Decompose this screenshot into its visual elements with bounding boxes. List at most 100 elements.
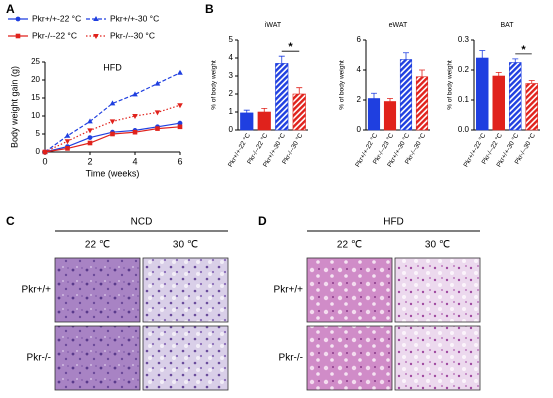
y-axis-title: % of body weight [211,60,218,110]
marker [132,129,138,135]
y-tick-label: 2 [357,95,362,104]
y-tick-label: 10 [31,111,40,120]
marker [109,119,116,125]
error-bar [528,80,535,84]
panel-label: B [205,2,214,16]
y-tick-label: 5 [36,129,41,138]
x-tick-label: 2 [87,156,92,166]
significance-label: * [521,44,526,56]
error-bar [371,92,377,99]
error-bar [387,98,393,102]
panel-label: D [258,214,267,228]
error-bar [403,52,409,60]
y-tick-label: 6 [357,35,362,44]
marker [177,124,183,130]
column-label: 30 ℃ [173,240,198,251]
bar [476,57,489,131]
bar [509,62,522,131]
legend-label: Pkr+/+-22 °C [32,13,81,23]
y-tick-label: 0.2 [458,65,470,74]
histology-image [394,257,481,323]
marker [64,132,71,138]
y-tick-label: 0 [229,125,234,134]
marker [132,114,138,119]
y-tick-label: 1 [229,107,234,116]
bar [257,111,271,131]
marker [42,150,48,155]
histology-image [306,325,393,391]
y-tick-label: 3 [229,71,234,80]
bar [415,76,429,131]
column-label: 22 ℃ [337,240,362,251]
histology-image [394,325,481,391]
marker [177,103,183,109]
row-label: Pkr+/+ [22,285,52,296]
legend-marker [15,16,21,22]
y-axis-title: % of body weight [339,60,346,110]
row-label: Pkr+/+ [274,285,304,296]
y-tick-label: 0 [36,147,41,156]
marker [154,80,161,86]
marker [87,128,93,134]
y-tick-label: 0.3 [458,35,470,44]
legend-marker [93,34,99,39]
histology-image [306,257,393,323]
bar [275,63,289,131]
error-bar [419,69,425,77]
marker [64,139,71,145]
error-bar [261,108,268,112]
marker [87,135,93,141]
marker [155,126,160,131]
histology-image [54,325,141,391]
legend-label: Pkr+/+-30 °C [110,13,159,23]
y-tick-label: 4 [357,65,362,74]
y-tick-label: 20 [31,75,40,84]
bar [367,98,381,131]
y-axis-title: Body weight gain (g) [9,66,19,148]
y-tick-label: 15 [31,93,40,102]
error-bar [495,72,502,76]
y-tick-label: 25 [31,57,40,66]
bar [525,83,538,131]
histology-image [142,257,229,323]
error-bar [479,50,486,58]
x-tick-label: 0 [42,156,47,166]
column-label: 22 ℃ [85,240,110,251]
marker [154,110,161,116]
legend-label: Pkr-/--22 °C [32,30,77,40]
chart-title: eWAT [389,22,408,29]
bar [399,59,413,131]
error-bar [243,109,250,113]
histology-image [142,325,229,391]
column-label: 30 ℃ [425,240,450,251]
y-tick-label: 4 [229,53,234,62]
y-axis-title: % of body weight [447,60,454,110]
bar [240,112,254,131]
error-bar [296,87,303,94]
marker [110,131,115,137]
significance-label: * [288,41,293,53]
marker [177,69,183,75]
row-label: Pkr-/- [279,353,303,364]
annotation: HFD [103,62,122,72]
y-tick-label: 0.1 [458,95,470,104]
panel-label: C [6,214,15,228]
x-axis-title: Time (weeks) [86,168,140,178]
marker [177,120,183,126]
histology-image [54,257,141,323]
legend-marker [93,16,99,21]
bar [492,75,505,131]
x-tick-label: 6 [177,156,182,166]
y-tick-label: 0 [357,125,362,134]
error-bar [512,58,519,63]
y-tick-label: 0.0 [458,125,470,134]
chart-title: iWAT [265,22,282,29]
panel-label: A [6,2,15,16]
marker [87,118,93,124]
marker [109,100,116,106]
legend-marker [15,33,21,39]
condition-label: NCD [131,217,153,228]
marker [87,140,93,146]
marker [132,91,138,97]
